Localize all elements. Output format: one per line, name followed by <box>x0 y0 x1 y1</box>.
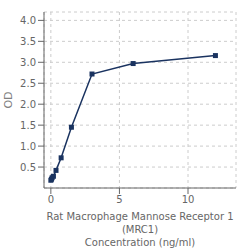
svg-text:3.0: 3.0 <box>20 57 36 68</box>
svg-text:3.5: 3.5 <box>20 36 36 47</box>
svg-text:2.0: 2.0 <box>20 99 36 110</box>
svg-text:1.5: 1.5 <box>20 120 36 131</box>
svg-text:0.5: 0.5 <box>20 162 36 173</box>
svg-text:1.0: 1.0 <box>20 141 36 152</box>
html-text:Rat Macrophage Mannose Recepto: Rat Macrophage Mannose Receptor 1 (MRC1) <box>46 211 234 235</box>
svg-text:0: 0 <box>48 194 54 205</box>
svg-text:4.0: 4.0 <box>20 15 36 26</box>
html-text:Concentration (ng/ml): Concentration (ng/ml) <box>84 237 196 248</box>
svg-text:10: 10 <box>182 194 195 205</box>
svg-text:5: 5 <box>116 194 122 205</box>
svg-text:2.5: 2.5 <box>20 78 36 89</box>
svg-text:OD: OD <box>8 91 15 108</box>
